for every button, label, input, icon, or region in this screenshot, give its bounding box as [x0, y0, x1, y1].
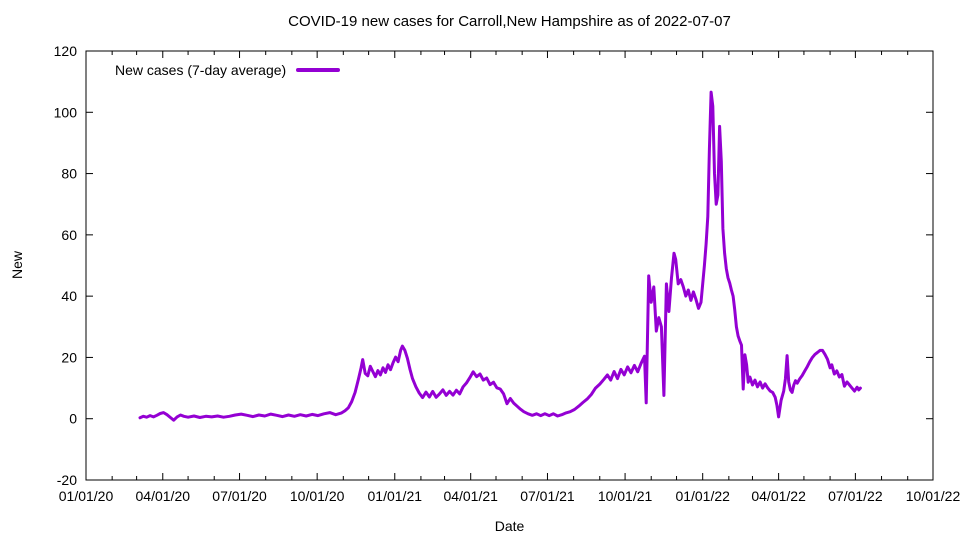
legend-line-swatch	[296, 68, 341, 72]
x-tick-label: 01/01/20	[59, 488, 114, 504]
x-tick-label: 01/01/22	[675, 488, 730, 504]
x-tick-label: 01/01/21	[368, 488, 423, 504]
y-tick-label: 100	[54, 104, 78, 120]
x-tick-label: 07/01/21	[520, 488, 575, 504]
x-axis-title: Date	[494, 518, 525, 534]
y-tick-label: -20	[57, 472, 77, 488]
x-tick-label: 04/01/20	[136, 488, 191, 504]
x-tick-label: 07/01/22	[828, 488, 883, 504]
y-tick-label: 20	[61, 349, 77, 365]
x-tick-label: 04/01/21	[443, 488, 498, 504]
x-tick-label: 10/01/21	[598, 488, 653, 504]
legend-label: New cases (7-day average)	[115, 62, 287, 78]
chart-title: COVID-19 new cases for Carroll,New Hamps…	[288, 13, 731, 30]
legend: New cases (7-day average)	[115, 62, 341, 78]
y-tick-label: 0	[69, 411, 77, 427]
y-tick-label: 40	[61, 288, 77, 304]
y-tick-label: 80	[61, 166, 77, 182]
plot-border	[85, 50, 934, 481]
y-tick-label: 60	[61, 227, 77, 243]
x-tick-label: 10/01/20	[290, 488, 345, 504]
x-tick-label: 10/01/22	[906, 488, 960, 504]
series-line-new-cases	[138, 90, 862, 422]
y-tick-label: 120	[54, 43, 78, 59]
x-tick-label: 04/01/22	[751, 488, 806, 504]
x-tick-label: 07/01/20	[212, 488, 267, 504]
